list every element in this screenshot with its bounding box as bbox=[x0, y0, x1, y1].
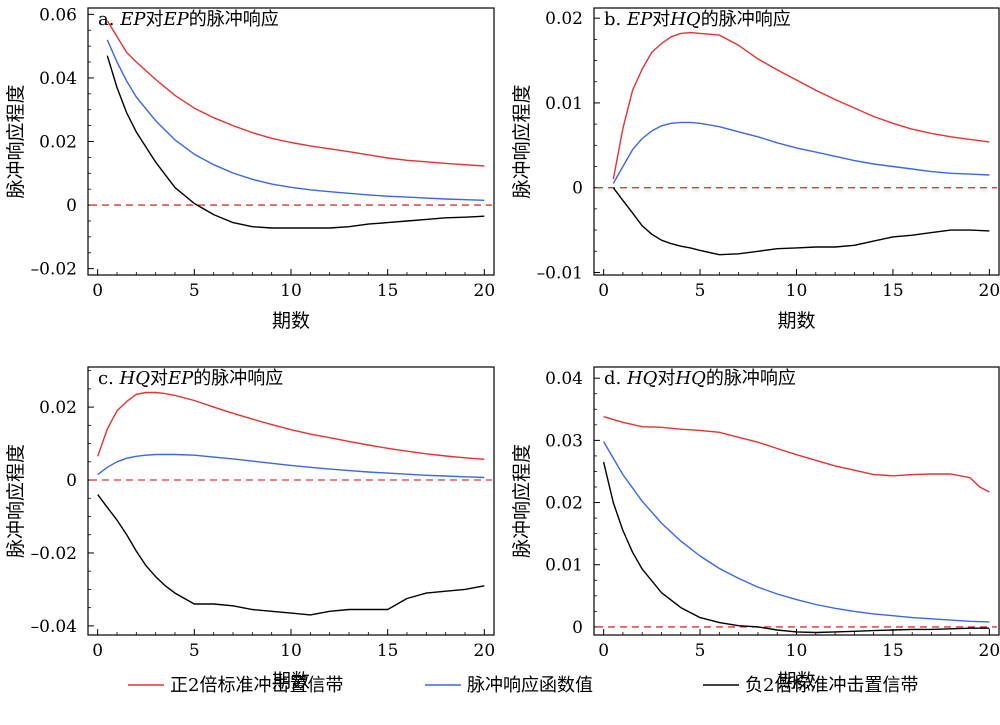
x-tick-label: 20 bbox=[474, 281, 496, 301]
series-line-lower bbox=[106, 55, 485, 229]
y-tick-label: –0.01 bbox=[537, 263, 583, 283]
panel-title-part: 对 bbox=[657, 368, 675, 389]
x-tick-label: 20 bbox=[979, 641, 1000, 661]
y-tick-label: 0.02 bbox=[39, 398, 77, 418]
panel-title-part: 的脉冲响应 bbox=[189, 9, 279, 30]
series-line-lower bbox=[602, 461, 990, 634]
x-axis-label: 期数 bbox=[272, 670, 310, 692]
y-tick-label: 0 bbox=[66, 196, 77, 216]
panel-title-part: 的脉冲响应 bbox=[193, 368, 283, 389]
panel-title-part: EP bbox=[119, 9, 146, 30]
y-axis-label: 脉冲响应程度 bbox=[511, 84, 533, 198]
series-line-lower bbox=[612, 187, 990, 256]
x-tick-label: 20 bbox=[474, 641, 496, 661]
panel-title: d. HQ对HQ的脉冲响应 bbox=[604, 368, 796, 389]
series-line-upper bbox=[612, 31, 990, 180]
x-tick-label: 10 bbox=[786, 641, 808, 661]
y-tick-label: 0 bbox=[572, 179, 583, 199]
panel-title-part: EP bbox=[626, 9, 653, 30]
x-tick-label: 0 bbox=[92, 641, 103, 661]
y-tick-label: 0.01 bbox=[545, 94, 583, 114]
y-tick-label: 0.02 bbox=[39, 133, 77, 153]
plot-frame bbox=[593, 7, 1000, 276]
x-tick-label: 10 bbox=[786, 281, 808, 301]
x-tick-label: 0 bbox=[598, 281, 609, 301]
panel-title-part: HQ bbox=[119, 368, 151, 389]
x-tick-label: 15 bbox=[882, 281, 904, 301]
y-tick-label: 0 bbox=[572, 618, 583, 638]
plot-frame bbox=[593, 366, 1000, 636]
panel-title: c. HQ对EP的脉冲响应 bbox=[98, 368, 283, 389]
legend-item-upper: 正2倍标准冲击置信带 bbox=[128, 675, 343, 696]
legend-label: 正2倍标准冲击置信带 bbox=[170, 675, 343, 696]
x-axis-label: 期数 bbox=[777, 310, 815, 332]
plot-frame bbox=[87, 7, 495, 276]
y-tick-label: 0.01 bbox=[545, 556, 583, 576]
x-tick-label: 10 bbox=[280, 281, 302, 301]
x-tick-label: 5 bbox=[189, 641, 200, 661]
legend-item-lower: 负2倍标准冲击置信带 bbox=[703, 675, 918, 696]
x-tick-label: 0 bbox=[598, 641, 609, 661]
y-axis-label: 脉冲响应程度 bbox=[511, 444, 533, 558]
panel-title-part: EP bbox=[162, 9, 189, 30]
panel-title-part: d. bbox=[604, 368, 627, 389]
panel-title: a. EP对EP的脉冲响应 bbox=[98, 9, 279, 30]
y-tick-label: –0.04 bbox=[31, 617, 77, 637]
x-tick-label: 10 bbox=[280, 641, 302, 661]
legend-label: 脉冲响应函数值 bbox=[467, 675, 593, 696]
y-tick-label: 0.06 bbox=[39, 5, 77, 25]
series-line-upper bbox=[97, 391, 485, 460]
panel-title-part: 对 bbox=[150, 368, 168, 389]
x-tick-label: 5 bbox=[695, 641, 706, 661]
x-axis-label: 期数 bbox=[272, 310, 310, 332]
series-line-lower bbox=[97, 494, 485, 616]
plot-frame bbox=[87, 366, 495, 636]
x-axis-label: 期数 bbox=[777, 670, 815, 692]
x-tick-label: 5 bbox=[189, 281, 200, 301]
chart-legend: 正2倍标准冲击置信带 脉冲响应函数值 负2倍标准冲击置信带 bbox=[128, 675, 918, 696]
panel-title-part: a. bbox=[98, 9, 120, 30]
series-line-irf bbox=[97, 453, 485, 479]
y-tick-label: –0.02 bbox=[31, 260, 77, 280]
series-line-irf bbox=[612, 121, 990, 184]
y-tick-label: –0.02 bbox=[31, 544, 77, 564]
series-line-upper bbox=[106, 20, 485, 167]
panel-title-part: 对 bbox=[145, 9, 163, 30]
y-tick-label: 0 bbox=[66, 471, 77, 491]
y-tick-label: 0.02 bbox=[545, 9, 583, 29]
y-tick-label: 0.04 bbox=[545, 369, 583, 389]
legend-item-irf: 脉冲响应函数值 bbox=[425, 675, 593, 696]
x-tick-label: 5 bbox=[695, 281, 706, 301]
x-tick-label: 15 bbox=[882, 641, 904, 661]
panel-title-part: c. bbox=[98, 368, 120, 389]
panel-title: b. EP对HQ的脉冲响应 bbox=[604, 9, 791, 30]
y-tick-label: 0.04 bbox=[39, 69, 77, 89]
series-line-irf bbox=[106, 39, 485, 201]
panel-title-part: EP bbox=[167, 368, 194, 389]
panel-title-part: 的脉冲响应 bbox=[706, 368, 796, 389]
x-tick-label: 20 bbox=[979, 281, 1000, 301]
legend-label: 负2倍标准冲击置信带 bbox=[745, 675, 918, 696]
panel-title-part: 的脉冲响应 bbox=[701, 9, 791, 30]
panel-title-part: HQ bbox=[674, 368, 706, 389]
panel-title-part: HQ bbox=[669, 9, 701, 30]
x-tick-label: 15 bbox=[377, 641, 399, 661]
series-line-upper bbox=[603, 416, 990, 493]
y-tick-label: 0.03 bbox=[545, 431, 583, 451]
y-tick-label: 0.02 bbox=[545, 494, 583, 514]
y-axis-label: 脉冲响应程度 bbox=[5, 84, 27, 198]
panel-title-part: HQ bbox=[626, 368, 658, 389]
x-tick-label: 0 bbox=[92, 281, 103, 301]
x-tick-label: 15 bbox=[377, 281, 399, 301]
series-line-irf bbox=[602, 441, 990, 623]
panel-title-part: 对 bbox=[652, 9, 670, 30]
panel-title-part: b. bbox=[604, 9, 627, 30]
y-axis-label: 脉冲响应程度 bbox=[5, 444, 27, 558]
